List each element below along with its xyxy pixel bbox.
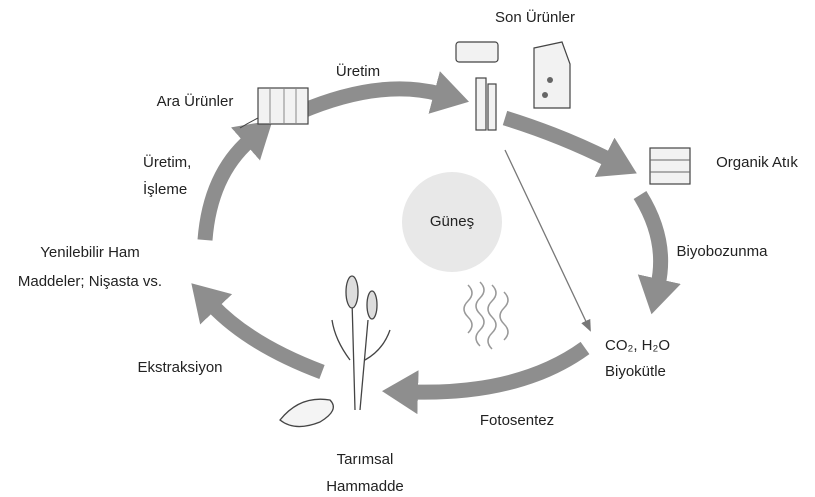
label-photosynthesis: Fotosentez bbox=[480, 412, 554, 429]
label-production: Üretim bbox=[336, 62, 380, 80]
label-co2: CO₂, H₂O bbox=[605, 337, 670, 354]
label-processing: Üretim, bbox=[143, 153, 191, 171]
sun-rays bbox=[463, 281, 509, 350]
label-biodegradation: Biyobozunma bbox=[677, 243, 769, 260]
waste-icon bbox=[649, 147, 691, 185]
label-renewable: Yenilebilir Ham bbox=[40, 244, 140, 261]
label-intermediates: Ara Ürünler bbox=[157, 92, 234, 110]
label-renewable: Maddeler; Nişasta vs. bbox=[18, 273, 162, 290]
label-processing: İşleme bbox=[143, 180, 187, 198]
intermediates-icon bbox=[239, 87, 309, 129]
label-end-products: Son Ürünler bbox=[495, 8, 575, 26]
label-organic-waste: Organik Atık bbox=[716, 154, 798, 171]
label-agricultural: Hammadde bbox=[326, 478, 404, 495]
label-biomass: Biyokütle bbox=[605, 363, 666, 380]
sun bbox=[402, 172, 502, 272]
cycle-arrows bbox=[191, 71, 681, 415]
label-sun: Güneş bbox=[430, 213, 474, 230]
end-products-icon bbox=[455, 41, 571, 131]
plant-icon bbox=[279, 275, 391, 428]
co2-arrow bbox=[504, 149, 591, 332]
label-extraction: Ekstraksiyon bbox=[137, 359, 222, 376]
label-agricultural: Tarımsal bbox=[337, 451, 394, 468]
